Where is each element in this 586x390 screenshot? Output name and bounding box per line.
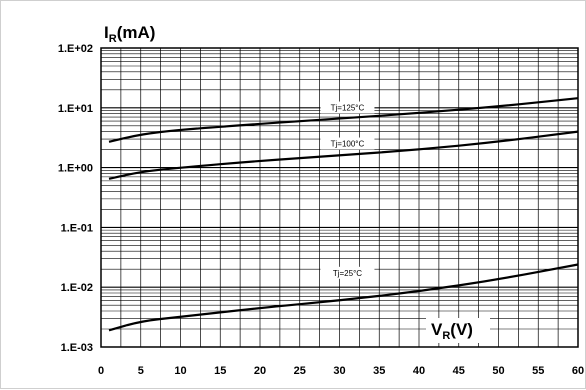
series-label: Tj=125°C [331, 104, 365, 113]
y-tick-label: 1.E-03 [61, 342, 93, 354]
x-tick-label: 10 [174, 365, 186, 377]
x-tick-label: 5 [138, 365, 144, 377]
series-line-2 [108, 130, 579, 180]
y-tick-label: 1.E+01 [58, 103, 93, 115]
x-tick-label: 35 [373, 365, 385, 377]
series-line-3 [108, 263, 579, 332]
grid [100, 48, 579, 348]
x-tick-label: 20 [254, 365, 266, 377]
x-tick-label: 40 [413, 365, 425, 377]
y-tick-label: 1.E+02 [58, 43, 93, 55]
labels: 1.E+02 1.E+01 1.E+00 1.E-01 1.E-02 1.E-03 0 5 10… [58, 23, 584, 377]
series-line-1 [108, 97, 579, 143]
y-tick-label: 1.E-02 [61, 282, 93, 294]
series-label: Tj=25°C [333, 269, 362, 278]
curves [108, 97, 579, 332]
x-tick-label: 0 [98, 365, 104, 377]
x-tick-label: 25 [294, 365, 306, 377]
x-tick-label: 55 [532, 365, 544, 377]
series-label-background [320, 137, 375, 150]
x-tick-label: 50 [492, 365, 504, 377]
x-axis-title: VR(V) [431, 320, 473, 342]
x-tick-label: 15 [214, 365, 226, 377]
series-label: Tj=100°C [331, 140, 365, 149]
plot-border [100, 47, 579, 348]
y-tick-label: 1.E-01 [61, 222, 93, 234]
series-label-background [320, 101, 375, 114]
x-tick-label: 60 [572, 365, 584, 377]
y-tick-label: 1.E+00 [58, 163, 93, 175]
y-axis-title: IR(mA) [104, 23, 155, 45]
series-label-background [320, 266, 375, 279]
x-axis-title-background [426, 318, 490, 343]
x-tick-label: 45 [453, 365, 465, 377]
x-tick-label: 30 [333, 365, 345, 377]
